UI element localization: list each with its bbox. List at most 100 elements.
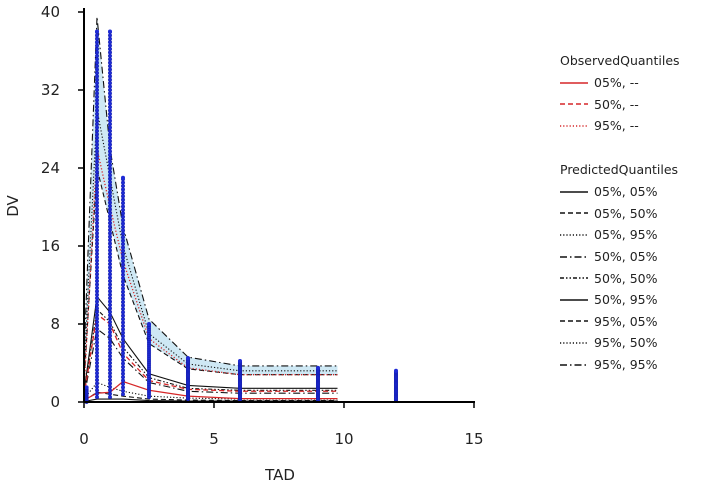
observation-point: [107, 135, 112, 140]
legend-predicted-entry-2: 05%, 50%: [560, 203, 678, 225]
legend-predicted-entry-8: 95%, 50%: [560, 332, 678, 354]
observation-point: [107, 40, 112, 45]
legend-label: 95%, 05%: [594, 313, 658, 329]
observation-point: [94, 231, 99, 236]
observation-point: [94, 94, 99, 99]
observation-point: [94, 221, 99, 226]
legend-label: 50%, 05%: [594, 249, 658, 265]
legend-label: 95%, --: [594, 118, 639, 134]
observation-point: [316, 365, 320, 370]
observation-point: [107, 371, 112, 376]
observation-point: [107, 221, 112, 226]
y-axis-label: DV: [4, 194, 22, 216]
legend-observed-entry-3: 95%, --: [560, 115, 680, 137]
observation-point: [120, 313, 125, 318]
observation-point: [94, 285, 99, 290]
observation-point: [94, 282, 99, 287]
observation-point: [186, 356, 190, 361]
legend-predicted-entry-3: 05%, 95%: [560, 224, 678, 246]
observation-point: [107, 340, 112, 345]
observation-point: [94, 391, 99, 396]
legend-swatch: [560, 103, 588, 106]
legend-swatch: [560, 125, 588, 127]
observation-point: [107, 268, 112, 273]
observation-point: [107, 50, 112, 55]
y-tick-label: 32: [41, 81, 60, 99]
observation-point: [107, 255, 112, 260]
legend-predicted-entry-9: 95%, 95%: [560, 354, 678, 376]
legend-predicted-entry-4: 50%, 05%: [560, 246, 678, 268]
observation-point: [94, 176, 99, 181]
observation-point: [107, 388, 112, 393]
observation-point: [94, 337, 99, 342]
predicted-quantile-line-9: [84, 16, 338, 367]
observation-point: [94, 224, 99, 229]
observation-point: [94, 132, 99, 137]
observation-point: [107, 337, 112, 342]
observation-point: [120, 296, 125, 301]
observation-point: [94, 316, 99, 321]
observation-point: [107, 53, 112, 58]
observation-point: [120, 300, 125, 305]
observation-point: [107, 241, 112, 246]
observation-point: [120, 286, 125, 291]
observation-point: [94, 350, 99, 355]
observation-point: [94, 306, 99, 311]
legend-label: 05%, --: [594, 75, 639, 91]
observation-point: [120, 238, 125, 243]
observation-point: [107, 193, 112, 198]
legend-predicted-entry-5: 50%, 50%: [560, 267, 678, 289]
observation-point: [120, 190, 125, 195]
observation-point: [94, 384, 99, 389]
observation-point: [107, 94, 112, 99]
observation-point: [120, 242, 125, 247]
observation-point: [120, 392, 125, 397]
predicted-quantile-line-5: [84, 308, 338, 396]
y-tick-label: 8: [50, 315, 60, 333]
observation-point: [94, 367, 99, 372]
y-tick-label: 0: [50, 393, 60, 411]
observation-point: [120, 330, 125, 335]
observation-point: [94, 258, 99, 263]
legend-swatch: [560, 277, 588, 279]
y-tick-label: 16: [41, 237, 60, 255]
observation-point: [120, 218, 125, 223]
observation-point: [94, 279, 99, 284]
observation-point: [94, 340, 99, 345]
observation-point: [94, 125, 99, 130]
observation-point: [94, 91, 99, 96]
observation-point: [107, 67, 112, 72]
legend-swatch: [560, 82, 588, 84]
observation-point: [94, 156, 99, 161]
observation-point: [107, 146, 112, 151]
observation-point: [120, 187, 125, 192]
observation-point: [94, 262, 99, 267]
observation-point: [120, 259, 125, 264]
legend-predicted-entry-7: 95%, 05%: [560, 311, 678, 333]
legend-swatch: [560, 234, 588, 236]
observation-point: [120, 293, 125, 298]
observation-point: [120, 361, 125, 366]
observation-point: [107, 381, 112, 386]
predicted-quantile-line-7: [84, 167, 338, 383]
observation-point: [120, 303, 125, 308]
observation-point: [394, 368, 398, 373]
observation-point: [94, 204, 99, 209]
observation-point: [94, 265, 99, 270]
observation-point: [94, 241, 99, 246]
observation-point: [107, 357, 112, 362]
observation-point: [120, 221, 125, 226]
legend-label: 50%, --: [594, 96, 639, 112]
observation-point: [94, 87, 99, 92]
observation-point: [107, 142, 112, 147]
observation-point: [94, 169, 99, 174]
legend-label: 50%, 95%: [594, 292, 658, 308]
observation-point: [107, 395, 112, 400]
observation-point: [120, 306, 125, 311]
observation-point: [120, 184, 125, 189]
observation-point: [107, 128, 112, 133]
observation-point: [94, 214, 99, 219]
legend-label: 05%, 50%: [594, 205, 658, 221]
observation-point: [107, 60, 112, 65]
observation-point: [94, 180, 99, 185]
